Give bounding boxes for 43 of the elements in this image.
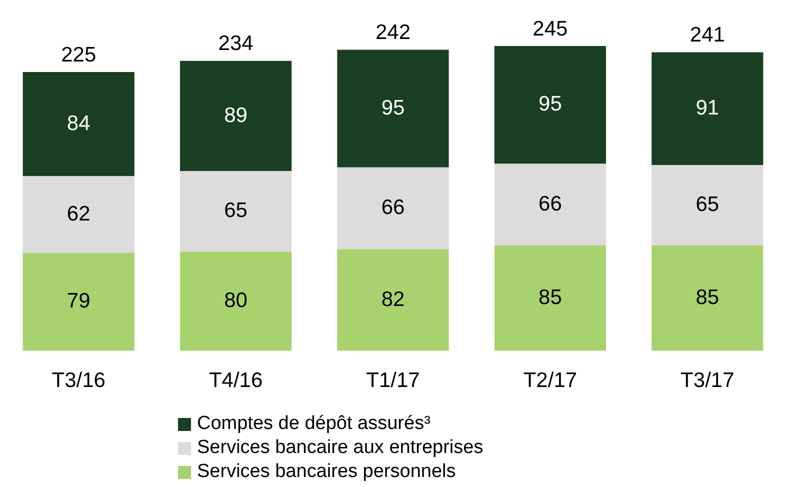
x-tick-label: T3/17 — [680, 369, 734, 392]
total-label: 241 — [690, 23, 725, 46]
bar — [652, 245, 764, 351]
data-label: 91 — [696, 96, 720, 120]
bar — [494, 46, 606, 164]
total-label: 234 — [218, 32, 254, 56]
bar — [494, 164, 606, 246]
x-tick-label: T3/16 — [52, 369, 106, 392]
bar — [652, 164, 764, 246]
bar — [180, 171, 292, 252]
data-label: 66 — [538, 192, 562, 216]
bar — [180, 60, 292, 172]
x-tick-label: T4/16 — [208, 369, 263, 392]
legend-label: Services bancaire aux entreprises — [197, 436, 484, 460]
bar — [652, 52, 764, 165]
total-label: 242 — [375, 21, 411, 44]
bar — [22, 252, 134, 351]
bar — [180, 252, 292, 351]
data-label: 89 — [224, 104, 248, 127]
data-label: 62 — [66, 202, 90, 226]
bar — [22, 176, 134, 253]
x-tick-label: T1/17 — [366, 369, 420, 392]
data-label: 65 — [696, 193, 720, 216]
legend-label: Services bancaires personnels — [197, 460, 456, 484]
data-label: 85 — [538, 286, 562, 309]
data-label: 80 — [224, 289, 248, 312]
data-label: 95 — [538, 92, 562, 116]
data-label: 84 — [66, 112, 91, 135]
data-label: 85 — [696, 286, 720, 309]
total-label: 225 — [61, 43, 96, 66]
data-label: 95 — [381, 96, 405, 120]
legend-label: Comptes de dépôt assurés³ — [197, 412, 430, 436]
bar — [337, 167, 449, 250]
data-label: 82 — [381, 288, 405, 311]
bar — [22, 72, 134, 176]
bar — [337, 249, 449, 351]
bar — [494, 245, 606, 351]
data-label: 79 — [66, 290, 90, 313]
total-label: 245 — [532, 17, 568, 40]
data-label: 65 — [224, 199, 248, 222]
data-label: 66 — [381, 196, 405, 220]
x-tick-label: T2/17 — [523, 369, 578, 392]
bar — [337, 50, 449, 168]
